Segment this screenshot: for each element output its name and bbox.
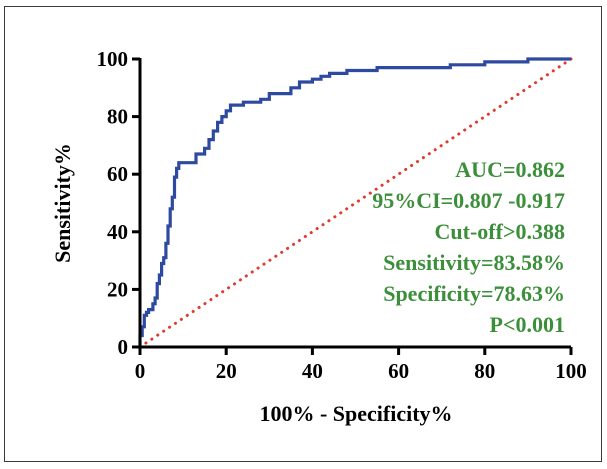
y-tick-label: 60 — [107, 162, 128, 186]
y-tick-label: 40 — [107, 220, 128, 244]
x-axis-title: 100% - Specificity% — [259, 401, 452, 426]
plot-layer: 0 20 40 60 80 100 0 20 40 60 80 100 — [97, 47, 587, 383]
y-tick-label: 0 — [118, 335, 129, 359]
x-tick-label: 80 — [474, 359, 495, 383]
roc-curve-line — [138, 57, 571, 347]
annotation-p-value: P<0.001 — [490, 312, 565, 337]
y-tick-label: 20 — [107, 277, 128, 301]
y-tick-label: 80 — [107, 105, 128, 129]
reference-diagonal-line — [138, 57, 573, 349]
y-axis-title: Sensitivity% — [50, 143, 75, 263]
annotation-block: AUC=0.862 95%CI=0.807 -0.917 Cut-off>0.3… — [372, 157, 565, 337]
y-tick-label: 100 — [97, 47, 129, 71]
annotation-auc: AUC=0.862 — [455, 157, 565, 182]
x-tick-label: 60 — [388, 359, 409, 383]
annotation-specificity: Specificity=78.63% — [383, 281, 565, 306]
x-tick-label: 100 — [555, 359, 587, 383]
annotation-sensitivity: Sensitivity=83.58% — [383, 250, 565, 275]
annotation-ci: 95%CI=0.807 -0.917 — [372, 188, 565, 213]
annotation-cutoff: Cut-off>0.388 — [435, 219, 565, 244]
x-tick-label: 0 — [135, 359, 146, 383]
x-tick-label: 20 — [216, 359, 237, 383]
x-tick-label: 40 — [302, 359, 323, 383]
